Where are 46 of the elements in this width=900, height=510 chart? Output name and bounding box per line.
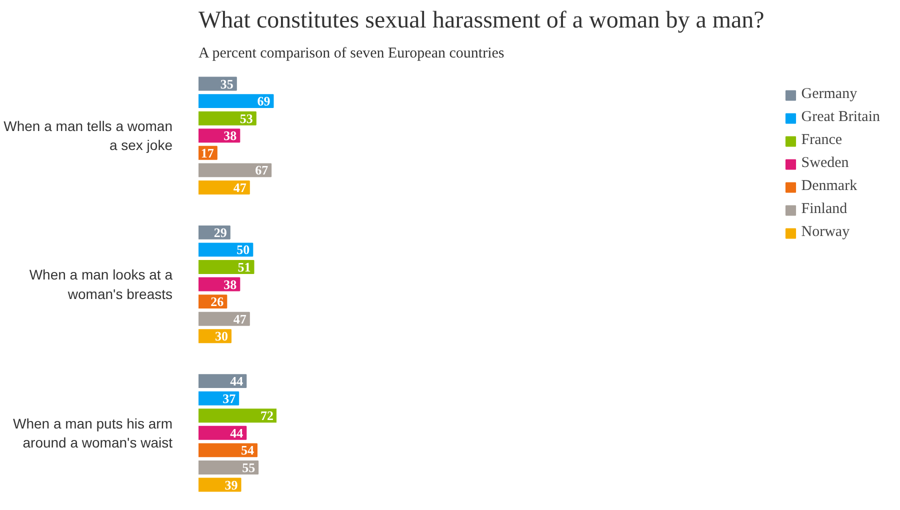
- data-label: 53: [240, 110, 254, 126]
- legend-label: Norway: [801, 224, 850, 241]
- bar: [198, 94, 274, 108]
- bar: [198, 426, 247, 440]
- data-label: 17: [200, 145, 214, 160]
- data-label: 44: [230, 374, 244, 389]
- legend-label: Denmark: [801, 178, 858, 195]
- data-label: 26: [210, 294, 224, 310]
- data-label: 69: [257, 94, 271, 109]
- data-label: 35: [220, 76, 234, 92]
- data-label: 44: [230, 425, 244, 440]
- data-label: 39: [224, 477, 238, 492]
- data-label: 50: [236, 242, 250, 258]
- y-tick-label: When a man tells a woman a sex joke: [4, 118, 173, 154]
- bar: [198, 111, 256, 126]
- legend-label: Finland: [801, 201, 848, 218]
- legend-label: France: [801, 132, 842, 149]
- y-tick-label: When a man looks at a woman's breasts: [29, 266, 173, 302]
- bar: [198, 408, 276, 423]
- text: What constitutes sexual harassment of a woman by a man?: [198, 8, 764, 34]
- bar: [198, 391, 240, 406]
- bar: [198, 242, 254, 257]
- data-label: 51: [238, 259, 251, 274]
- bar: [198, 180, 250, 194]
- legend-label: Germany: [801, 86, 858, 103]
- bar: [198, 374, 247, 388]
- legend-label: Sweden: [801, 155, 849, 172]
- data-label: 67: [255, 162, 269, 178]
- bar: [198, 312, 250, 326]
- data-label: 54: [241, 442, 254, 458]
- y-tick-label: When a man puts his arm around a woman's waist: [12, 415, 173, 451]
- legend-label: Great Britain: [801, 109, 880, 126]
- bar: [198, 443, 258, 458]
- data-label: 38: [224, 128, 238, 144]
- bar: [198, 163, 272, 178]
- data-label: 37: [222, 390, 236, 406]
- text: A percent comparison of seven European countries: [198, 46, 504, 62]
- bar: [198, 260, 254, 274]
- bar: [198, 460, 259, 474]
- data-label: 72: [260, 408, 274, 424]
- data-label: 29: [214, 224, 228, 240]
- data-label: 55: [242, 460, 256, 475]
- data-label: 38: [224, 276, 238, 292]
- data-label: 47: [233, 311, 247, 326]
- data-label: 30: [215, 328, 228, 344]
- data-label: 47: [233, 180, 247, 195]
